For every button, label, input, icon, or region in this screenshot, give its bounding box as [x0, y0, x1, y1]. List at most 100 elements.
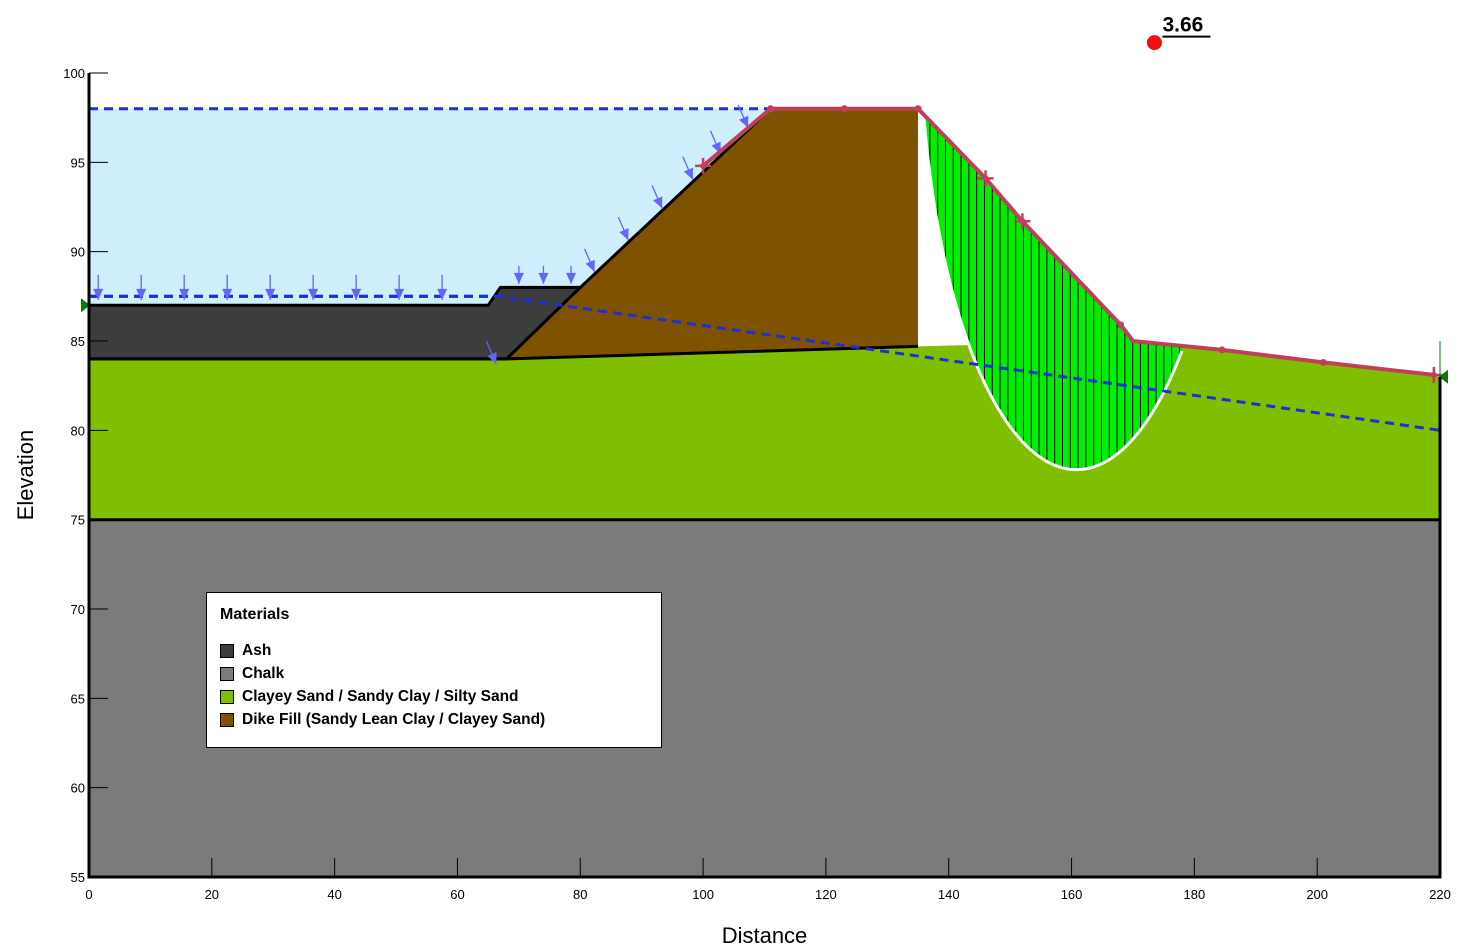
- arrow-head: [351, 288, 362, 300]
- load-arrow: [617, 216, 629, 241]
- legend-item-clayey-sand: Clayey Sand / Sandy Clay / Silty Sand: [220, 687, 519, 707]
- legend-item-ash: Ash: [220, 641, 271, 661]
- load-arrow: [437, 274, 448, 300]
- legend-item-dike-fill: Dike Fill (Sandy Lean Clay / Clayey Sand…: [220, 710, 545, 730]
- load-arrow: [737, 104, 749, 129]
- arrow-head: [222, 288, 233, 300]
- x-tick-label: 40: [327, 887, 341, 902]
- ground-node: [1218, 346, 1226, 354]
- arrow-head: [179, 288, 190, 300]
- load-arrow: [93, 274, 104, 300]
- arrow-head: [739, 115, 749, 128]
- arrow-head: [566, 272, 577, 284]
- slip-center-point: [1146, 35, 1162, 51]
- materials-legend: Materials Ash Chalk Clayey Sand / Sandy …: [206, 592, 662, 748]
- y-tick-label: 55: [71, 870, 85, 885]
- marker-dot: [700, 162, 707, 169]
- arrow-head: [394, 288, 405, 300]
- arrow-head: [653, 196, 663, 209]
- load-arrow: [682, 156, 694, 180]
- dike-fill: [506, 108, 918, 359]
- arrow-head: [93, 288, 104, 300]
- ground-node: [840, 105, 848, 113]
- ground-node: [767, 105, 775, 113]
- load-arrow: [308, 274, 319, 300]
- x-tick-label: 120: [815, 887, 837, 902]
- legend-swatch-dike-fill: [220, 713, 234, 727]
- load-arrow: [583, 248, 596, 273]
- y-tick-label: 80: [71, 423, 85, 438]
- legend-label-ash: Ash: [242, 642, 272, 659]
- phreatic-surface: [89, 294, 1440, 432]
- x-tick-label: 160: [1061, 887, 1083, 902]
- load-arrow: [136, 274, 147, 300]
- support-right: [1439, 369, 1448, 384]
- x-tick-label: 0: [85, 887, 92, 902]
- factor-of-safety-label: 3.66: [1162, 14, 1203, 37]
- load-arrow: [179, 274, 190, 300]
- x-tick-label: 200: [1306, 887, 1328, 902]
- load-arrow: [351, 274, 362, 300]
- y-tick-label: 65: [71, 691, 85, 706]
- legend-item-chalk: Chalk: [220, 664, 284, 684]
- legend-label-clayey-sand: Clayey Sand / Sandy Clay / Silty Sand: [242, 688, 519, 705]
- x-tick-label: 80: [573, 887, 587, 902]
- y-tick-label: 85: [71, 334, 85, 349]
- y-tick-label: 100: [63, 66, 85, 81]
- load-arrow: [485, 340, 497, 365]
- ground-node: [1319, 358, 1327, 366]
- x-tick-label: 140: [938, 887, 960, 902]
- x-tick-label: 20: [205, 887, 219, 902]
- legend-swatch-chalk: [220, 667, 234, 681]
- plot-area: [89, 104, 1440, 877]
- legend-swatch-ash: [220, 644, 234, 658]
- ground-marker: [1425, 366, 1442, 383]
- ground-marker: [1014, 213, 1031, 230]
- y-tick-label: 75: [71, 513, 85, 528]
- ponded-water: [89, 108, 771, 306]
- load-arrow: [513, 265, 524, 284]
- plot-frame: [87, 73, 1442, 879]
- arrow-head: [513, 272, 524, 284]
- ground-node: [914, 105, 922, 113]
- y-tick-label: 90: [71, 245, 85, 260]
- load-arrow: [265, 274, 276, 300]
- overlay-layer: 3.66: [81, 14, 1448, 384]
- arrow-head: [308, 288, 319, 300]
- legend-label-dike-fill: Dike Fill (Sandy Lean Clay / Clayey Sand…: [242, 711, 546, 728]
- x-tick-label: 60: [450, 887, 464, 902]
- arrow-head: [538, 272, 549, 284]
- load-arrow: [651, 185, 663, 209]
- arrow-head: [619, 228, 629, 241]
- ground-marker: [695, 157, 712, 174]
- axes: 0 20 40 60 80 100 120 140 160 180 200 220 55 60 65 70 75…: [13, 66, 1451, 948]
- load-arrow: [538, 265, 549, 284]
- arrow-head: [265, 288, 276, 300]
- arrow-head: [136, 288, 147, 300]
- arrow-head: [683, 167, 694, 180]
- slip-mass: [923, 116, 1184, 470]
- slices: [929, 120, 1180, 470]
- legend-swatch-clayey-sand: [220, 690, 234, 704]
- ground-marker: [977, 170, 994, 187]
- load-arrow: [394, 274, 405, 300]
- x-tick-label: 180: [1184, 887, 1206, 902]
- arrow-head: [487, 352, 497, 365]
- arrow-head: [585, 259, 595, 272]
- marker-dot: [1430, 371, 1437, 378]
- legend-label-chalk: Chalk: [242, 665, 285, 682]
- x-axis-title: Distance: [722, 923, 808, 948]
- marker-dot: [1019, 218, 1026, 225]
- slip-surface: [922, 116, 1184, 472]
- y-tick-label: 60: [71, 781, 85, 796]
- clayey-sand-layer: [89, 341, 1440, 520]
- support-left: [81, 298, 90, 313]
- load-arrow: [222, 274, 233, 300]
- legend-title: Materials: [220, 606, 290, 623]
- load-arrow: [566, 265, 577, 284]
- x-tick-label: 220: [1429, 887, 1451, 902]
- ground-node: [1117, 321, 1125, 329]
- y-tick-label: 95: [71, 155, 85, 170]
- marker-dot: [982, 175, 989, 182]
